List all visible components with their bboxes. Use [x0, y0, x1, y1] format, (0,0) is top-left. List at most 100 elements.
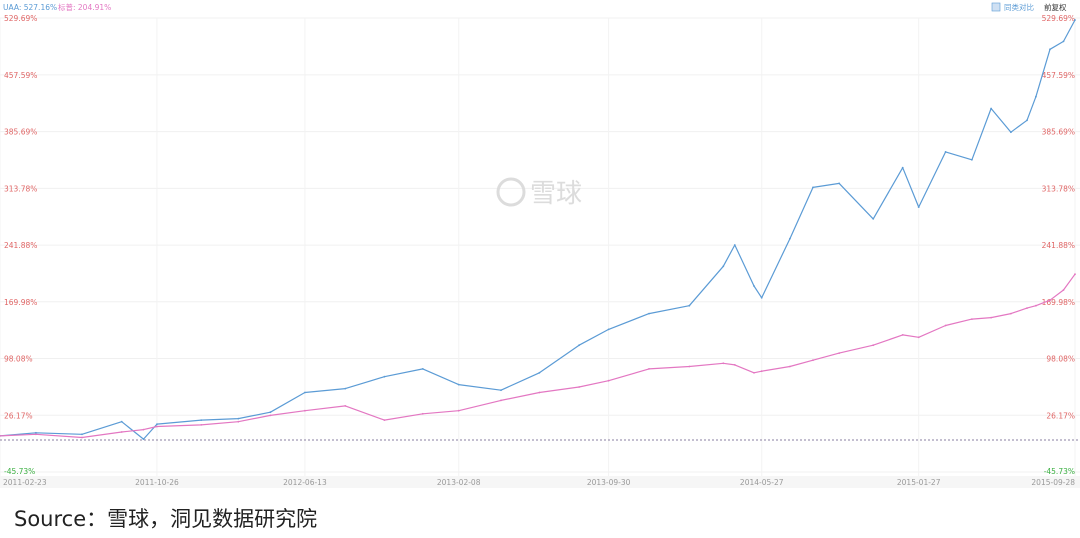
series-line-uaa	[0, 19, 1076, 440]
data-point	[344, 387, 347, 390]
watermark-text: 雪球	[530, 179, 582, 209]
data-point	[944, 324, 947, 327]
y-tick-label: -45.73%	[4, 467, 35, 476]
data-point	[838, 352, 841, 354]
watermark: 雪球	[496, 177, 582, 209]
y-tick-label: 457.59%	[4, 71, 37, 80]
data-point	[872, 344, 875, 347]
data-point	[648, 368, 650, 370]
data-point	[0, 435, 1, 437]
data-point	[1026, 307, 1028, 309]
data-point	[383, 375, 386, 378]
data-point	[269, 411, 272, 414]
data-point	[35, 431, 37, 434]
data-point	[500, 399, 502, 402]
x-tick-label: 2011-10-26	[135, 478, 179, 487]
x-axis: 2011-02-23 2011-10-26 2012-06-13 2013-02-08…	[0, 476, 1080, 488]
y-tick-label: 385.69%	[4, 128, 37, 137]
data-point	[200, 424, 203, 426]
watermark-icon	[496, 177, 526, 207]
data-point	[917, 336, 920, 339]
compare-icon[interactable]	[991, 2, 1001, 12]
data-point	[838, 182, 841, 185]
x-tick-label: 2015-09-28	[1031, 478, 1075, 487]
x-tick-label: 2013-09-30	[587, 478, 631, 487]
x-tick-label: 2013-02-08	[437, 478, 481, 487]
data-point	[538, 391, 541, 394]
x-axis-band	[0, 476, 1080, 488]
data-point	[1026, 119, 1028, 122]
data-point	[688, 304, 691, 307]
data-point	[1010, 312, 1012, 315]
data-point	[35, 433, 37, 436]
compare-button[interactable]: 同类对比	[1004, 2, 1034, 12]
y-axis-left: 529.69% 457.59% 385.69% 313.78% 241.88% 169.9…	[4, 14, 37, 476]
y-tick-label: 313.78%	[4, 184, 37, 193]
data-point	[304, 409, 306, 412]
chart-controls: 同类对比 前复权	[991, 2, 1067, 12]
chart-svg: 雪球 529.69% 457.59% 385.69% 313.78% 241.88% 16…	[0, 2, 1080, 488]
y-tick-label: 98.08%	[4, 355, 33, 364]
data-point	[722, 265, 725, 268]
data-point	[1062, 289, 1065, 291]
data-point	[1035, 304, 1037, 307]
x-tick-label: 2014-05-27	[740, 478, 784, 487]
data-point	[1049, 299, 1051, 302]
data-point	[237, 420, 240, 423]
data-point	[789, 365, 791, 368]
data-point	[142, 428, 145, 431]
data-point	[812, 359, 814, 362]
data-point	[538, 371, 541, 374]
data-point	[789, 237, 791, 240]
data-point	[901, 166, 904, 169]
data-point	[1049, 48, 1051, 51]
data-point	[81, 433, 83, 436]
grid	[0, 17, 1080, 476]
data-point	[607, 328, 610, 331]
y-tick-label: 313.78%	[1042, 184, 1075, 193]
data-point	[901, 334, 904, 336]
series	[0, 19, 1076, 440]
source-note: Source：雪球，洞见数据研究院	[14, 507, 318, 531]
data-point	[383, 419, 386, 421]
data-point	[753, 285, 755, 287]
y-tick-label: 385.69%	[1042, 128, 1075, 137]
data-point	[457, 383, 460, 386]
y-axis-right: 529.69% 457.59% 385.69% 313.78% 241.88% 169.9…	[1042, 14, 1075, 476]
data-point	[120, 420, 123, 423]
y-tick-label: 169.98%	[4, 298, 37, 307]
adjust-button[interactable]: 前复权	[1044, 2, 1067, 12]
data-point	[1074, 19, 1076, 21]
y-tick-label: 529.69%	[1042, 14, 1075, 23]
data-point	[578, 344, 580, 347]
data-point	[971, 318, 973, 320]
y-tick-label: 241.88%	[1042, 241, 1075, 250]
y-tick-label: 529.69%	[4, 14, 37, 23]
data-point	[81, 436, 83, 439]
y-tick-label: -45.73%	[1044, 467, 1075, 476]
y-tick-label: 98.08%	[1046, 355, 1075, 364]
data-point	[760, 296, 763, 299]
x-tick-label: 2015-01-27	[897, 478, 941, 487]
data-point	[269, 414, 272, 417]
data-point	[872, 218, 875, 220]
data-point	[990, 107, 992, 110]
y-tick-label: 169.98%	[1042, 298, 1075, 307]
data-point	[648, 312, 650, 315]
data-point	[917, 206, 920, 209]
data-point	[421, 412, 424, 415]
data-point	[722, 362, 725, 365]
data-point	[733, 244, 736, 246]
data-point	[156, 425, 158, 428]
data-point	[1035, 95, 1037, 98]
legend: UAA: 527.16% 标普: 204.91%	[3, 2, 111, 12]
chart: 雪球 529.69% 457.59% 385.69% 313.78% 241.88% 16…	[0, 2, 1080, 488]
data-point	[944, 151, 947, 153]
series-line-sp	[0, 273, 1076, 439]
data-point	[421, 368, 424, 370]
y-tick-label: 26.17%	[4, 411, 33, 420]
data-point	[733, 364, 736, 366]
y-tick-label: 457.59%	[1042, 71, 1075, 80]
x-tick-label: 2011-02-23	[3, 478, 47, 487]
legend-sp: 标普: 204.91%	[58, 2, 111, 12]
